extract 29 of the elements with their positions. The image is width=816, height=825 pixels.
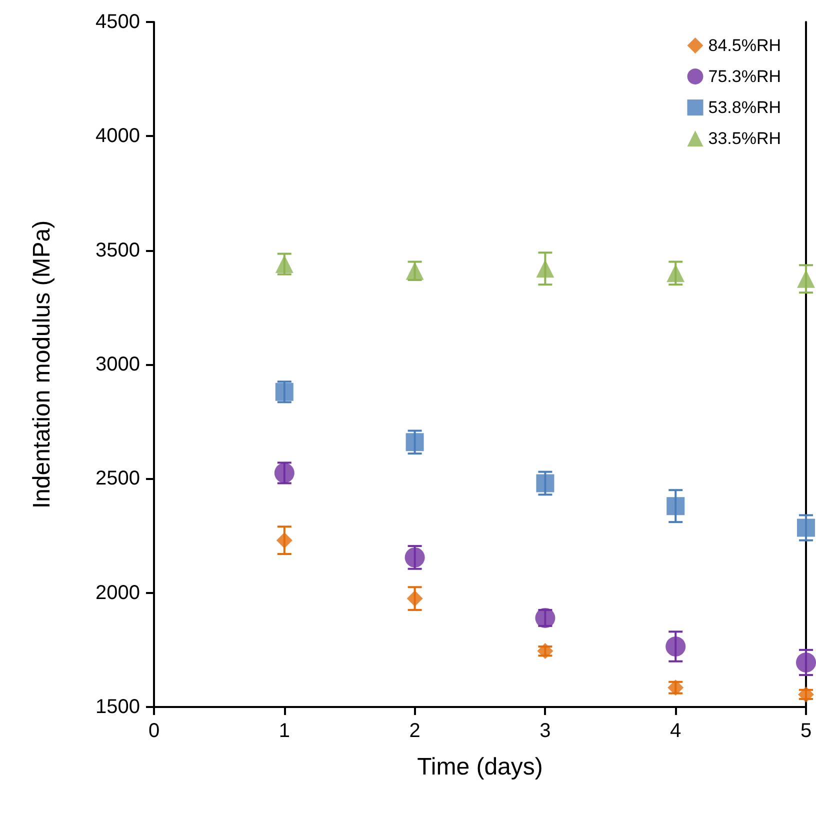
x-tick-label: 0 <box>148 720 160 742</box>
y-tick-label: 4000 <box>96 125 140 148</box>
y-tick-label: 2500 <box>96 468 140 490</box>
y-tick-label: 3500 <box>96 239 140 262</box>
legend-label: 53.8%RH <box>708 98 782 117</box>
point <box>276 532 292 548</box>
legend-label: 75.3%RH <box>708 67 782 86</box>
legend-label: 33.5%RH <box>708 129 782 148</box>
x-tick-label: 2 <box>409 720 420 742</box>
y-tick-label: 4500 <box>96 11 140 33</box>
x-tick-label: 1 <box>278 720 290 742</box>
x-tick-label: 4 <box>670 720 682 742</box>
legend-label: 84.5%RH <box>708 36 782 55</box>
point <box>406 590 423 607</box>
point <box>666 497 685 516</box>
y-tick-label: 2000 <box>96 582 140 604</box>
point <box>536 474 554 492</box>
y-tick-label: 1500 <box>96 696 140 718</box>
point <box>666 264 685 282</box>
point <box>666 636 686 656</box>
point <box>406 433 424 452</box>
x-axis-title: Time (days) <box>417 754 543 780</box>
y-tick-label: 3000 <box>96 354 140 376</box>
y-axis-title: Indentation modulus (MPa) <box>28 220 56 509</box>
x-tick-label: 3 <box>540 720 551 742</box>
point <box>797 518 815 537</box>
point <box>796 652 816 672</box>
point <box>536 260 554 278</box>
x-tick-label: 5 <box>800 720 812 742</box>
